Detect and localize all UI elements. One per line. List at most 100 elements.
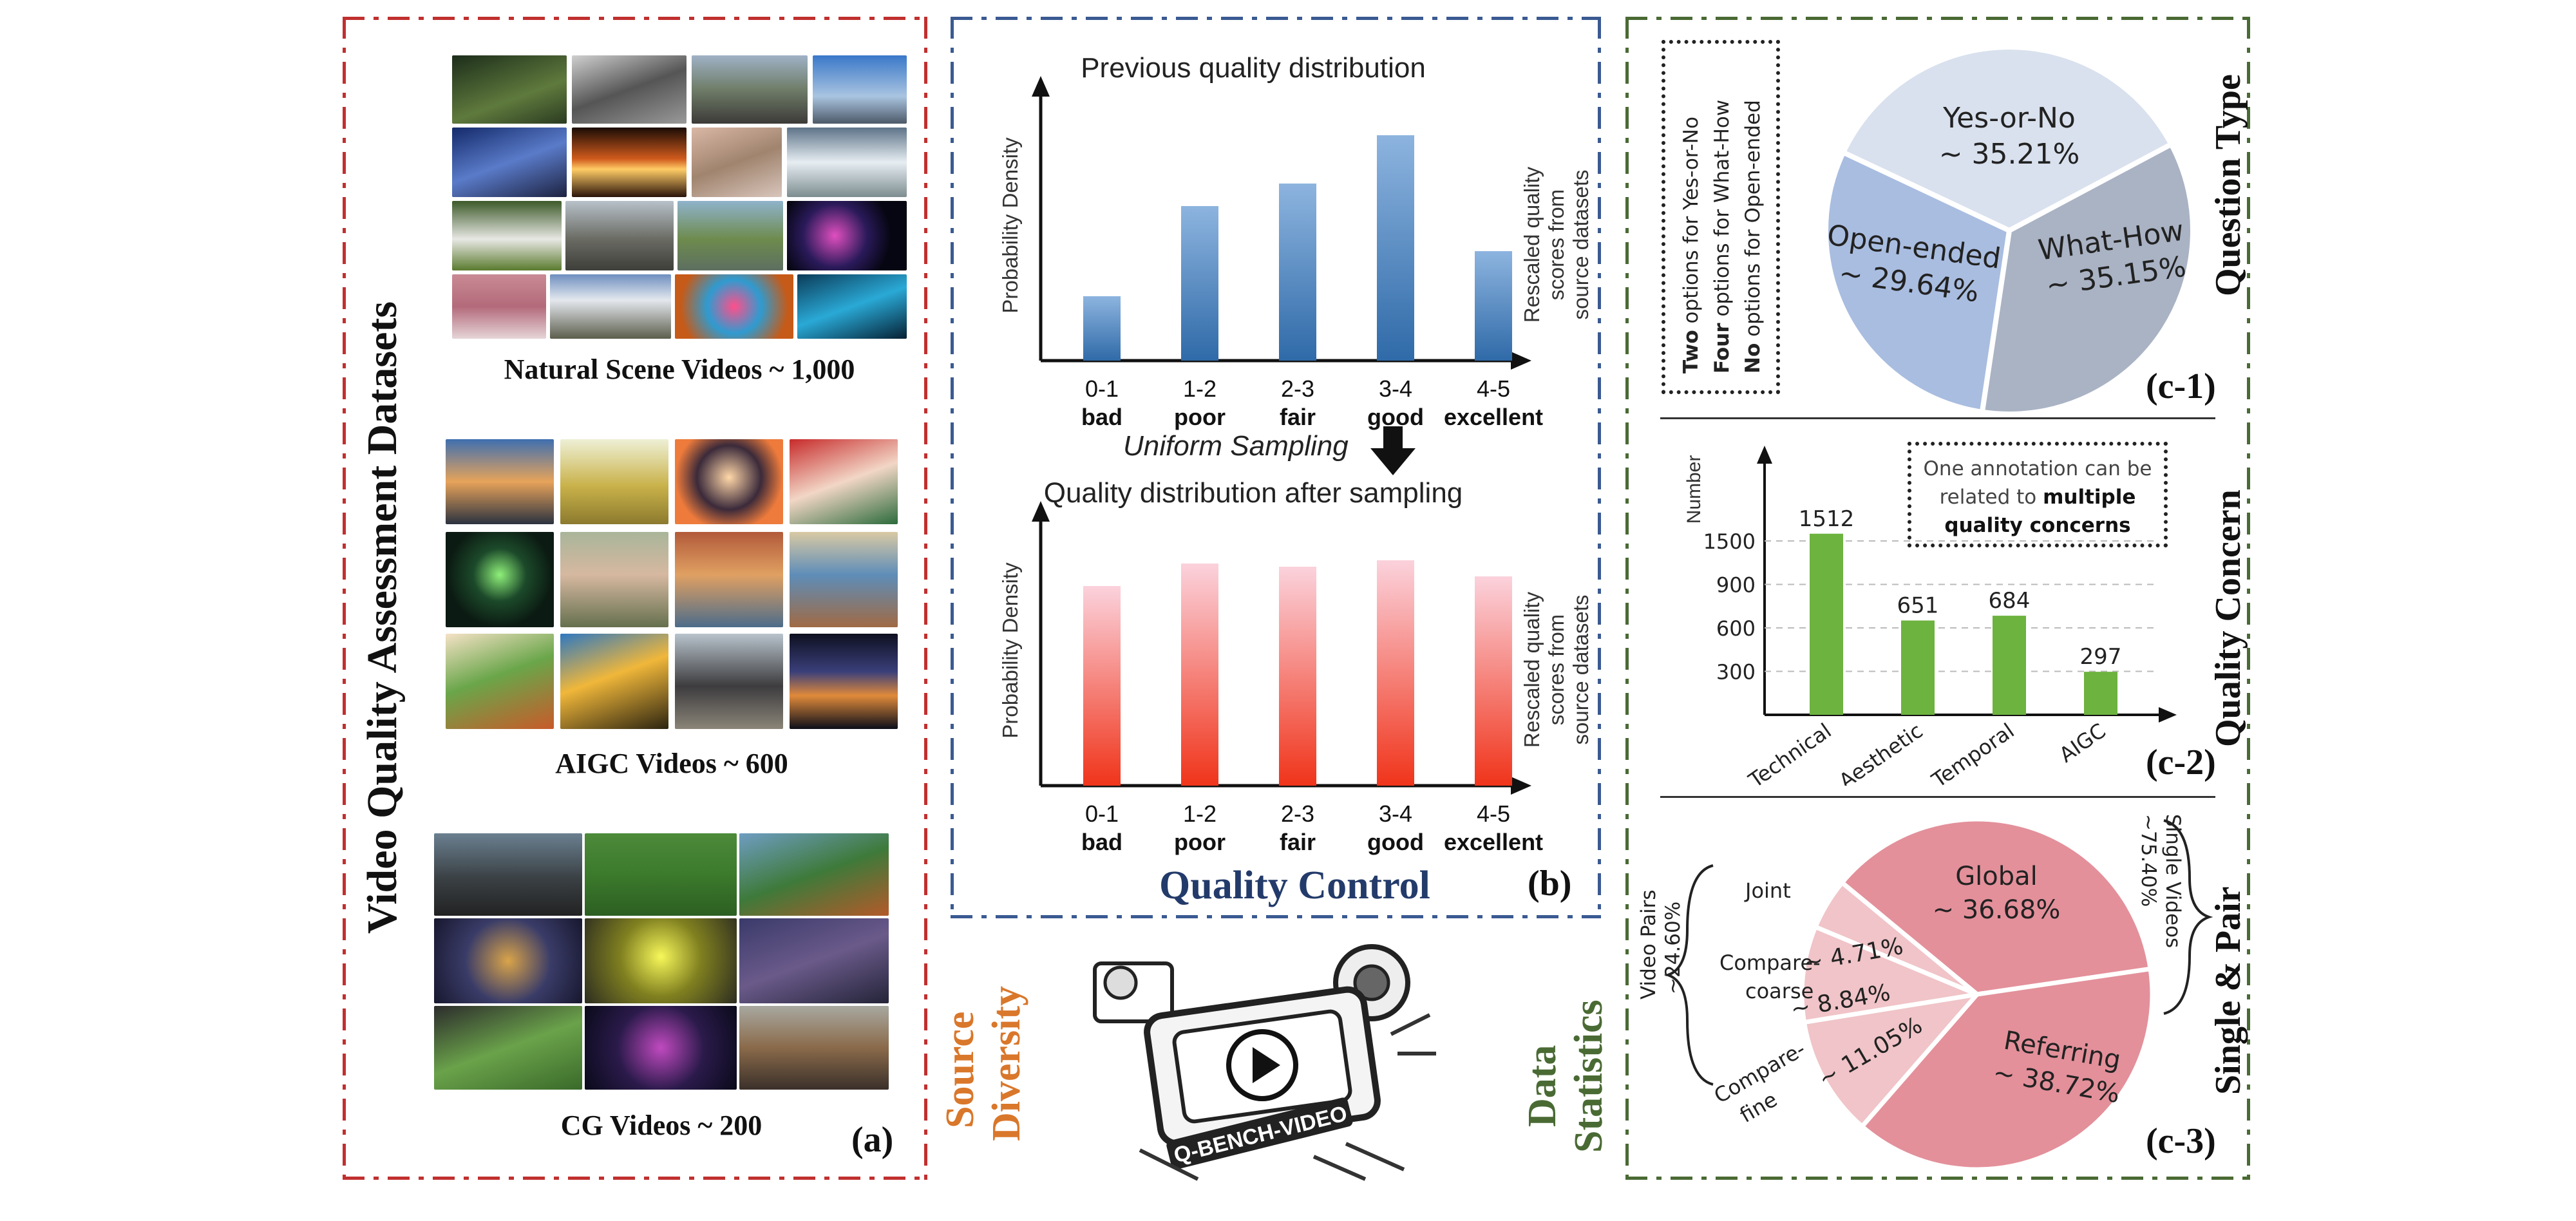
side-label-line: Rescaled quality xyxy=(1520,591,1544,748)
note-bold: Two xyxy=(1680,330,1703,374)
thumb-image xyxy=(550,274,671,339)
x-tick-word: bad xyxy=(1081,404,1122,430)
pie-slice xyxy=(1839,817,2154,997)
thumb-image xyxy=(585,918,737,1003)
note-bold: No xyxy=(1741,343,1765,374)
y-axis-arrow xyxy=(1032,501,1050,522)
thumb-image xyxy=(797,274,907,339)
x-tick-word: good xyxy=(1367,404,1424,430)
panel-c3-tag: (c-3) xyxy=(2146,1121,2216,1161)
sampled-distribution-chart: Quality distribution after sampling Proba… xyxy=(998,477,1593,855)
thumb-image xyxy=(675,439,783,524)
thumb-image xyxy=(572,128,687,197)
single-videos-line-1: Single Videos xyxy=(2161,814,2184,949)
panel-b-tag: (b) xyxy=(1528,864,1572,904)
x-tick-word: fair xyxy=(1280,404,1316,430)
thumb-image xyxy=(560,634,668,729)
thumb-image xyxy=(446,634,554,729)
side-label-line: scores from xyxy=(1544,614,1568,725)
q-bench-video-logo: Q-BENCH-VIDEO xyxy=(1093,944,1436,1181)
y-tick-label: 600 xyxy=(1716,616,1756,641)
x-tick-label: AIGC xyxy=(2055,718,2110,767)
x-tick-label: Aesthetic xyxy=(1835,718,1927,786)
thumb-image xyxy=(739,918,889,1003)
chart-title: Quality distribution after sampling xyxy=(1044,477,1463,509)
thumb-image xyxy=(692,55,808,124)
question-type-note-box xyxy=(1662,40,1780,394)
thumb-image xyxy=(565,201,674,270)
bar xyxy=(1993,616,2026,715)
thumb-image xyxy=(677,201,783,270)
y-axis-label: Probability Density xyxy=(998,137,1022,314)
thumb-image xyxy=(787,128,907,197)
bar xyxy=(1279,567,1316,786)
thumb-image xyxy=(585,833,737,916)
chart-title: Previous quality distribution xyxy=(1081,52,1426,84)
quality-concern-note-box: One annotation can be related to multipl… xyxy=(1908,442,2168,547)
single-pair-pie: Global~ 36.68%Referring~ 38.72%~ 11.05%~… xyxy=(1663,817,2213,1172)
video-pairs-line-1: Video Pairs xyxy=(1637,889,1660,999)
side-label-line: source datasets xyxy=(1569,170,1593,320)
pie-slice xyxy=(1839,44,2175,234)
quality-control-label: Quality Control xyxy=(1159,864,1430,907)
note-line-no: No options for Open-ended xyxy=(1741,100,1765,374)
single-videos-line-2: ~75.40% xyxy=(2137,814,2160,907)
note-rest: options for Open-ended xyxy=(1741,100,1765,343)
panel-c1-tag: (c-1) xyxy=(2146,366,2216,406)
x-tick-word: good xyxy=(1367,829,1424,855)
bar xyxy=(1475,251,1512,361)
pie-slice xyxy=(1979,140,2195,417)
pie-slice xyxy=(1859,966,2155,1172)
note-bold: multiple xyxy=(2043,486,2136,509)
question-type-title: Question Type xyxy=(2208,74,2248,296)
bar-value: 684 xyxy=(1989,588,2031,614)
x-tick-word: poor xyxy=(1174,829,1226,855)
video-pairs-line-2: ~24.60% xyxy=(1662,901,1685,994)
bar xyxy=(1181,206,1218,361)
x-tick-label: 0-1 xyxy=(1085,375,1119,402)
side-label-line: source datasets xyxy=(1569,595,1593,745)
pie-slice xyxy=(1799,923,1985,1025)
thumb-image xyxy=(560,439,668,524)
quality-concern-chart: Number 300 600 900 1500 1512 Technical 651 Aesth… xyxy=(1683,446,2177,786)
note-line: quality concerns xyxy=(1944,514,2131,537)
note-line: related to multiple xyxy=(1911,483,2164,511)
bar xyxy=(1475,576,1512,786)
thumb-image xyxy=(585,1006,737,1090)
y-axis-arrow xyxy=(1757,446,1772,464)
question-type-pie: Yes-or-No~ 35.21%What-How~ 35.15%Open-en… xyxy=(1823,44,2195,417)
thumb-image xyxy=(675,532,783,627)
thumb-image xyxy=(790,439,898,524)
pie-label: Yes-or-No xyxy=(1942,102,2076,135)
thumb-image xyxy=(452,274,546,339)
natural-scene-caption: Natural Scene Videos ~ 1,000 xyxy=(504,354,855,385)
outer-label-coarse-1: Compare- xyxy=(1719,951,1821,975)
thumb-image xyxy=(675,634,783,729)
thumb-image xyxy=(739,1006,889,1090)
pie-slice xyxy=(1823,149,2012,415)
bar-value: 651 xyxy=(1897,593,1939,619)
y-axis-arrow xyxy=(1032,76,1050,97)
x-tick-label: 2-3 xyxy=(1281,375,1314,402)
y-axis-label: Probability Density xyxy=(998,562,1022,739)
note-line-four: Four options for What-How xyxy=(1710,100,1734,374)
thumb-image xyxy=(452,55,567,124)
y-axis-label: Number xyxy=(1683,455,1705,524)
pie-pct: ~ 35.21% xyxy=(1939,138,2080,171)
note-line: One annotation can be xyxy=(1923,457,2152,480)
x-tick-word: excellent xyxy=(1444,404,1543,430)
aigc-caption: AIGC Videos ~ 600 xyxy=(555,748,788,779)
thumb-image xyxy=(790,634,898,729)
panel-a-title: Video Quality Assessment Datasets xyxy=(359,301,406,934)
cg-caption: CG Videos ~ 200 xyxy=(560,1110,762,1141)
x-tick-label: Temporal xyxy=(1927,718,2019,786)
thumb-image xyxy=(560,532,668,627)
divider xyxy=(1660,796,2215,798)
note-rest: options for Yes-or-No xyxy=(1680,117,1703,330)
x-tick-label: Technical xyxy=(1744,718,1836,786)
panel-a-tag: (a) xyxy=(851,1120,894,1160)
x-tick-word: fair xyxy=(1280,829,1316,855)
x-tick-label: 2-3 xyxy=(1281,800,1314,827)
bar xyxy=(1377,135,1414,361)
thumb-image xyxy=(739,833,889,916)
